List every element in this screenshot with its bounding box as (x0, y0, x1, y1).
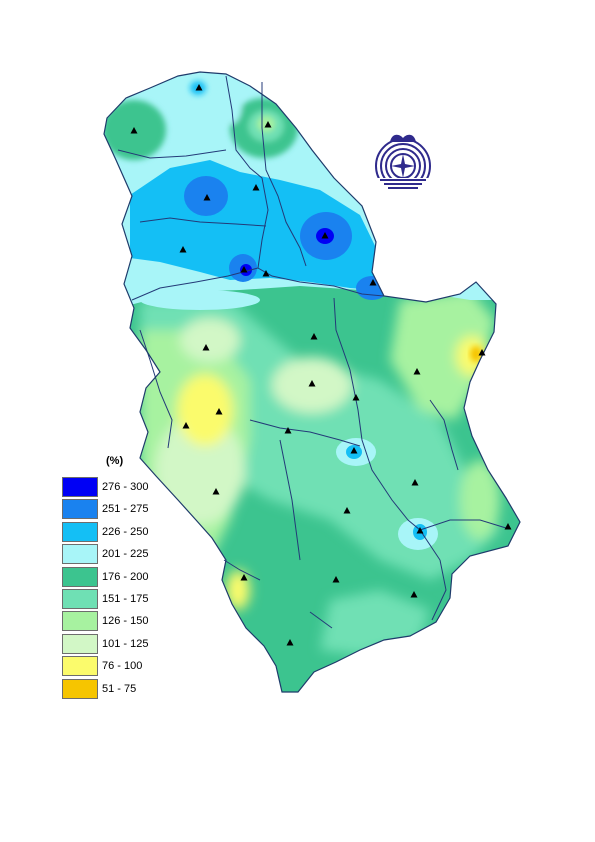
river-tisa (261, 82, 307, 267)
legend-swatch (62, 544, 98, 565)
river-nisava (419, 519, 507, 531)
station-triangle-icon (286, 639, 294, 646)
legend-row: 201 - 225 (62, 544, 172, 566)
river-south-morava (431, 559, 447, 621)
legend-range-label: 76 - 100 (102, 660, 143, 673)
legend-range-label: 176 - 200 (102, 570, 149, 583)
station-triangle-icon (252, 184, 260, 191)
legend-swatch (62, 611, 98, 632)
zone-201-225-sabac (140, 290, 260, 310)
river-morava (333, 297, 441, 561)
rivers (117, 75, 507, 629)
legend-swatch (62, 678, 98, 699)
river-danube (225, 75, 385, 297)
zone-201-225-palic (222, 84, 242, 124)
legend-range-label: 101 - 125 (102, 637, 149, 650)
legend-swatch (62, 566, 98, 587)
legend-range-label: 51 - 75 (102, 682, 137, 695)
station-triangle-icon (332, 576, 340, 583)
legend-range-label: 126 - 150 (102, 615, 149, 628)
zone-north-blend (104, 81, 298, 160)
station-triangle-icon (369, 279, 377, 286)
legend-row: 251 - 275 (62, 499, 172, 521)
legend-row: 151 - 175 (62, 589, 172, 611)
station-triangle-icon (215, 408, 223, 415)
station-triangle-icon (308, 380, 316, 387)
legend-row: 76 - 100 (62, 656, 172, 678)
station-triangle-icon (264, 121, 272, 128)
river-west-morava (249, 419, 361, 447)
legend-unit: (%) (106, 455, 124, 467)
legend-row: 126 - 150 (62, 611, 172, 633)
station-triangle-icon (195, 84, 203, 91)
station-triangle-icon (202, 344, 210, 351)
river-sava (131, 267, 259, 301)
station-triangle-icon (310, 333, 318, 340)
legend-swatch (62, 477, 98, 497)
legend-row: 226 - 250 (62, 521, 172, 544)
legend-swatch (62, 589, 98, 609)
canal-north (117, 149, 227, 159)
legend-range-label: 251 - 275 (102, 503, 149, 516)
legend-row: 176 - 200 (62, 566, 172, 589)
station-triangle-icon (240, 574, 248, 581)
station-triangle-icon (203, 194, 211, 201)
station-triangle-icon (262, 270, 270, 277)
station-triangle-icon (182, 422, 190, 429)
station-triangle-icon (478, 349, 486, 356)
station-triangle-icon (343, 507, 351, 514)
legend-range-label: 201 - 225 (102, 548, 149, 561)
zone-101-125-valjevo (180, 318, 240, 362)
stations (130, 84, 512, 646)
station-triangle-icon (504, 523, 512, 530)
legend-swatch (62, 656, 98, 677)
legend-row: 276 - 300 (62, 477, 172, 499)
station-triangle-icon (413, 368, 421, 375)
legend-range-label: 226 - 250 (102, 525, 149, 538)
zone-51-75-negotin (470, 346, 482, 362)
station-triangle-icon (130, 127, 138, 134)
station-triangle-icon (284, 427, 292, 434)
station-triangle-icon (410, 591, 418, 598)
station-triangle-icon (321, 232, 329, 239)
legend-swatch (62, 521, 98, 542)
legend-row: 101 - 125 (62, 633, 172, 656)
zone-101-125-se (460, 460, 500, 540)
zone-126-150-kikinda (257, 116, 275, 132)
zone-76-100-west (177, 374, 233, 446)
station-triangle-icon (411, 479, 419, 486)
station-triangle-icon (350, 447, 358, 454)
station-triangle-icon (416, 527, 424, 534)
legend-row: 51 - 75 (62, 678, 172, 701)
station-triangle-icon (240, 266, 248, 273)
legend-range-label: 151 - 175 (102, 593, 149, 605)
station-triangle-icon (212, 488, 220, 495)
river-ibar (279, 439, 301, 561)
river-timok (429, 399, 459, 471)
legend-swatch (62, 633, 98, 654)
river-lim (223, 559, 261, 581)
legend-swatch (62, 499, 98, 520)
station-triangle-icon (352, 394, 360, 401)
canal-dtd (139, 217, 267, 227)
institute-logo-icon (368, 128, 438, 198)
zone-76-100-sw (226, 570, 250, 610)
zone-101-125-sw (155, 415, 245, 525)
legend-range-label: 276 - 300 (102, 481, 149, 493)
river-nera (309, 611, 333, 629)
station-triangle-icon (179, 246, 187, 253)
